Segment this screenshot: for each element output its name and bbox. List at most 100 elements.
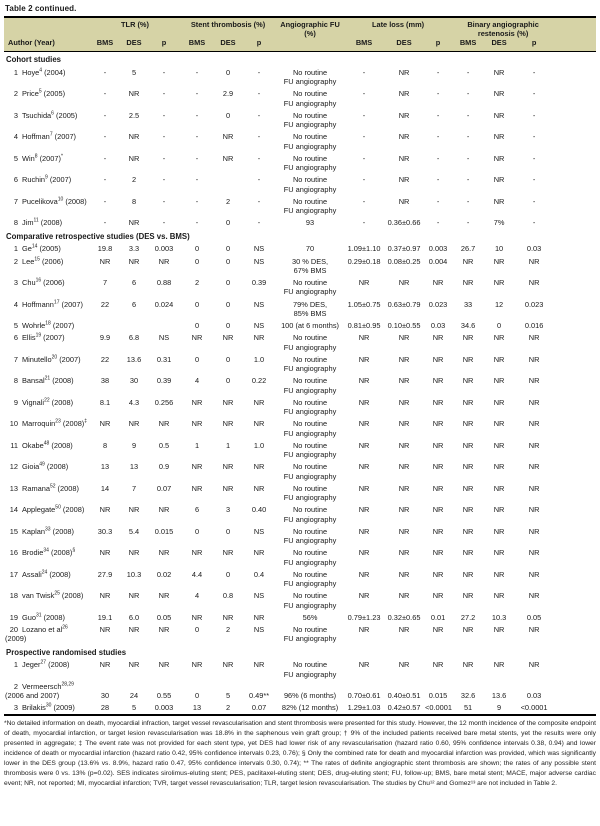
author-cell: 18 van Twisk25 (2008) (4, 589, 90, 611)
cell-lateloss-p: - (436, 110, 440, 120)
cell-st-p: 0.49** (248, 691, 270, 701)
col-group-stent-thrombosis: Stent thrombosis (%) (180, 17, 277, 40)
cell-lateloss-des: NR (398, 132, 410, 142)
cell-st-p: NR (253, 548, 265, 558)
cell-st-p: 1.0 (253, 354, 265, 364)
cell-lateloss-bms: - (362, 218, 366, 228)
cell-lateloss-des: NR (398, 196, 410, 206)
cell-st-des: 0 (225, 278, 231, 288)
row-number: 7 (13, 354, 18, 364)
author-cell: 7 Minutello20 (2007) (4, 353, 90, 375)
cell-tlr-bms: - (103, 89, 107, 99)
cell-binary-des: NR (493, 376, 505, 386)
cell-binary-bms: NR (462, 419, 474, 429)
section-label: Cohort studies (6, 55, 62, 65)
cell-tlr-p: - (162, 67, 166, 77)
study-row: 2 Vermeersch28,29 (2006 and 2007) 30 24 0.55 0… (4, 680, 596, 702)
cell-st-p: - (257, 196, 261, 206)
section-label: Comparative retrospective studies (DES v… (6, 231, 190, 241)
cell-binary-p: 0.03 (526, 691, 542, 701)
cell-st-bms: 0 (194, 299, 200, 309)
spacer-cell (554, 503, 596, 525)
section-header-row: Prospective randomised studies (4, 645, 596, 659)
cell-binary-bms: 33 (463, 299, 473, 309)
study-row: 3 Brilakis30 (2009) 28 5 0.003 13 2 0.07 82% (12… (4, 701, 596, 714)
cell-lateloss-bms: NR (358, 660, 370, 670)
cell-angio-fu: No routine FU angiography (283, 175, 337, 194)
spacer-cell (554, 611, 596, 623)
cell-tlr-p: 0.256 (154, 397, 174, 407)
cell-st-bms: - (195, 218, 199, 228)
cell-binary-p: NR (528, 625, 540, 635)
cell-st-bms: 4 (194, 376, 200, 386)
cell-binary-des: NR (493, 175, 505, 185)
cell-binary-p: - (532, 132, 536, 142)
cell-lateloss-p: NR (432, 278, 444, 288)
cell-lateloss-p: NR (432, 526, 444, 536)
cell-st-bms: 0 (194, 526, 200, 536)
cell-tlr-bms: - (103, 132, 107, 142)
cell-tlr-bms: 8 (102, 440, 108, 450)
cell-st-des: 0 (225, 299, 231, 309)
cell-lateloss-des: NR (398, 419, 410, 429)
cell-tlr-bms: 38 (100, 376, 110, 386)
study-row: 8 Jim11 (2008) - NR - - 0 - 93 - 0.36±0.66 - - 7% - (4, 216, 596, 228)
cell-binary-p: NR (528, 526, 540, 536)
col-header-binary-bms: BMS (452, 39, 485, 53)
cell-lateloss-p: - (436, 218, 440, 228)
spacer-cell (554, 525, 596, 547)
cell-lateloss-p: NR (432, 505, 444, 515)
row-number: 3 (13, 110, 18, 120)
study-row: 5 Wohrle18 (2007) 0 0 NS 100 (at 6 months) 0.8… (4, 319, 596, 331)
row-number: 9 (13, 397, 18, 407)
study-row: 1 Ge14 (2005) 19.8 3.3 0.003 0 0 NS 70 1.09±1.10 0… (4, 242, 596, 254)
cell-binary-p: NR (528, 333, 540, 343)
study-row: 17 Assali24 (2008) 27.9 10.3 0.02 4.4 0 0.4 No r… (4, 568, 596, 590)
cell-st-bms: NR (191, 462, 203, 472)
cell-lateloss-p: NR (432, 483, 444, 493)
col-header-tlr-p: p (148, 39, 181, 53)
author-cell: 7 Pucelikova10 (2008) (4, 195, 90, 217)
cell-lateloss-p: NR (432, 354, 444, 364)
spacer-cell (554, 439, 596, 461)
cell-tlr-bms: 19.1 (97, 612, 113, 622)
cell-binary-p: NR (528, 591, 540, 601)
cell-binary-bms: - (466, 89, 470, 99)
cell-angio-fu: No routine FU angiography (283, 67, 337, 87)
cell-tlr-des: NR (128, 256, 140, 266)
table-title: Table 2 continued. (5, 4, 77, 13)
spacer-cell (554, 568, 596, 590)
author-cell: 8 Jim11 (2008) (4, 216, 90, 228)
cell-st-des (214, 173, 242, 195)
cell-tlr-bms: 8.1 (99, 397, 111, 407)
cell-binary-bms: NR (462, 591, 474, 601)
study-row: 3 Chu16 (2006) 7 6 0.88 2 0 0.39 No routine FU a… (4, 276, 596, 298)
study-row: 5 Win8 (2007)* - NR - - NR - No routine FU angio… (4, 152, 596, 174)
cell-tlr-bms: - (103, 175, 107, 185)
col-header-st-p: p (242, 39, 277, 53)
cell-tlr-bms: 9.9 (99, 333, 111, 343)
spacer-cell (554, 374, 596, 396)
spacer-cell (554, 680, 596, 702)
author-cell: 1 Hoye4 (2004) (4, 66, 90, 88)
cell-angio-fu: 93 (305, 218, 315, 228)
cell-lateloss-p: <0.0001 (425, 703, 452, 713)
author-cell: 14 Applegate50 (2008) (4, 503, 90, 525)
cell-binary-p: NR (528, 419, 540, 429)
spacer-cell (554, 298, 596, 320)
cell-tlr-des: NR (128, 625, 140, 635)
cell-binary-bms: - (466, 110, 470, 120)
cell-angio-fu: No routine FU angiography (283, 569, 337, 589)
cell-st-bms: - (195, 153, 199, 163)
cell-binary-des: NR (493, 354, 505, 364)
cell-binary-des: NR (493, 569, 505, 579)
cell-binary-bms: 26.7 (460, 244, 476, 254)
cell-binary-p: NR (528, 505, 540, 515)
study-results-table: Author (Year) TLR (%) Stent thrombosis (… (4, 16, 597, 716)
cell-tlr-des: 13.6 (126, 354, 142, 364)
cell-angio-fu: No routine FU angiography (283, 591, 337, 610)
cell-tlr-des: 6 (131, 278, 137, 288)
cell-tlr-bms: - (103, 110, 107, 120)
cell-lateloss-bms: - (362, 67, 366, 77)
cell-angio-fu: No routine FU angiography (283, 153, 337, 173)
